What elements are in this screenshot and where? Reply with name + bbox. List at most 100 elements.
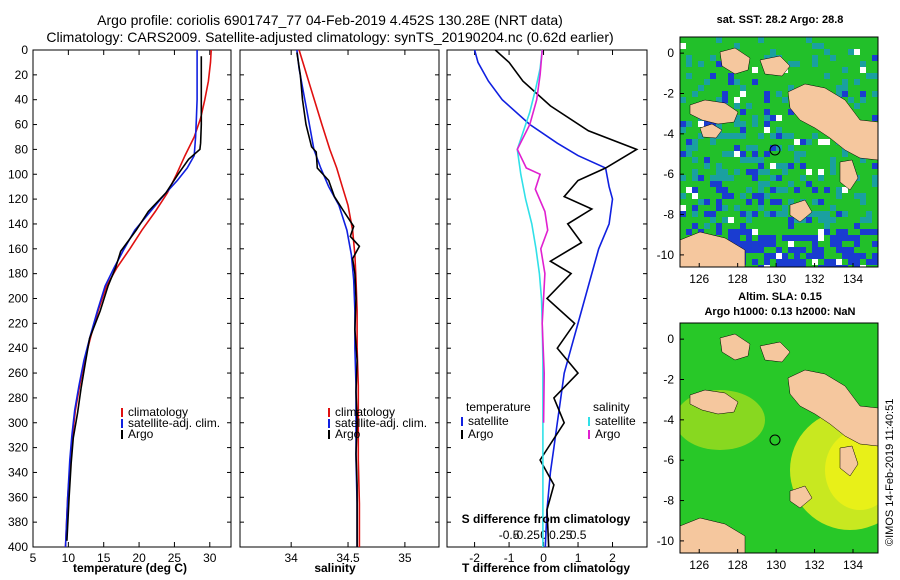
sst-pixel xyxy=(872,73,878,79)
sla-land-north-islands xyxy=(719,333,791,363)
sst-pixel xyxy=(716,133,722,139)
sst-pixel xyxy=(692,91,698,97)
x-tick-label: -2 xyxy=(469,551,480,565)
depth-tick-label: 380 xyxy=(8,515,28,529)
sla-land-australia xyxy=(680,517,746,553)
sst-pixel xyxy=(722,217,728,223)
depth-tick-label: 360 xyxy=(8,490,28,504)
sst-pixel xyxy=(866,217,872,223)
salinity-series-argo xyxy=(296,52,361,547)
sst-pixel xyxy=(722,193,728,199)
sst-pixel xyxy=(842,211,848,217)
sst-pixel xyxy=(734,145,740,151)
x-tick-label: 10 xyxy=(62,551,76,565)
sst-pixel xyxy=(782,187,788,193)
sst-pixel xyxy=(806,169,812,175)
sst-pixel xyxy=(680,151,686,157)
sst-land-buru xyxy=(699,123,723,139)
sst-pixel xyxy=(812,241,818,247)
depth-tick-label: 60 xyxy=(15,118,29,132)
sst-pixel xyxy=(680,193,686,199)
sst-pixel xyxy=(782,133,788,139)
sst-pixel xyxy=(818,199,824,205)
sst-pixel xyxy=(704,211,710,217)
sst-pixel xyxy=(782,205,788,211)
sst-pixel xyxy=(680,205,686,211)
sst-pixel xyxy=(812,253,818,259)
sst-pixel xyxy=(872,91,878,97)
sst-pixel xyxy=(788,145,794,151)
sst-pixel xyxy=(722,151,728,157)
depth-tick-label: 0 xyxy=(21,43,28,57)
sst-pixel xyxy=(842,265,848,267)
sst-pixel xyxy=(848,253,854,259)
sst-pixel xyxy=(770,133,776,139)
sst-pixel xyxy=(758,133,764,139)
sst-pixel xyxy=(854,79,860,85)
sst-pixel xyxy=(788,217,794,223)
depth-tick-label: 320 xyxy=(8,441,28,455)
sst-pixel xyxy=(734,43,740,49)
sst-pixel xyxy=(872,229,878,235)
sst-pixel xyxy=(686,229,692,235)
sst-lat-label: -4 xyxy=(663,127,674,141)
sst-pixel xyxy=(782,259,788,265)
sst-pixel xyxy=(758,157,764,163)
sst-map-title: sat. SST: 28.2 Argo: 28.8 xyxy=(716,14,844,26)
sst-pixel xyxy=(770,145,776,151)
s-difference-axis-label: S difference from climatology xyxy=(462,512,631,526)
sst-pixel xyxy=(764,235,770,241)
sst-pixel xyxy=(764,211,770,217)
x-tick-label: 0 xyxy=(540,551,547,565)
sst-pixel xyxy=(860,67,866,73)
sst-pixel xyxy=(752,193,758,199)
sst-pixel xyxy=(794,253,800,259)
sst-pixel xyxy=(788,109,794,115)
sst-pixel xyxy=(800,265,806,267)
sst-pixel xyxy=(788,61,794,67)
sst-pixel xyxy=(812,43,818,49)
sst-pixel xyxy=(818,43,824,49)
legend-label-argo: Argo xyxy=(335,427,361,441)
sst-pixel xyxy=(860,217,866,223)
sst-pixel xyxy=(776,253,782,259)
sst-pixel xyxy=(842,79,848,85)
sst-pixel xyxy=(716,175,722,181)
sst-pixel xyxy=(698,199,704,205)
sst-pixel xyxy=(872,163,878,169)
sst-lon-label: 126 xyxy=(689,272,709,286)
sst-pixel xyxy=(758,247,764,253)
temperature-series-climatology xyxy=(64,49,212,548)
sst-land-seram xyxy=(689,99,739,125)
sst-pixel xyxy=(698,133,704,139)
sst-pixel xyxy=(836,247,842,253)
sla-lon-label: 132 xyxy=(805,558,825,572)
argo-location-marker xyxy=(769,434,781,446)
sst-pixel xyxy=(716,181,722,187)
sst-pixel xyxy=(764,259,770,265)
sst-pixel xyxy=(704,163,710,169)
sst-pixel xyxy=(710,175,716,181)
sst-pixel xyxy=(680,43,686,49)
sst-pixel xyxy=(800,235,806,241)
temperature-series-satellite-adj-clim- xyxy=(64,50,198,548)
sst-pixel xyxy=(818,229,824,235)
sst-pixel xyxy=(788,223,794,229)
sst-pixel xyxy=(752,121,758,127)
sst-pixel xyxy=(794,157,800,163)
sst-pixel xyxy=(758,37,764,43)
sst-pixel xyxy=(734,235,740,241)
sst-pixel xyxy=(716,229,722,235)
sst-pixel xyxy=(692,193,698,199)
sst-pixel xyxy=(728,151,734,157)
sst-pixel xyxy=(788,181,794,187)
sst-pixel xyxy=(872,259,878,265)
depth-tick-label: 40 xyxy=(15,93,29,107)
sst-pixel xyxy=(758,205,764,211)
temperature-axis-label: temperature (deg C) xyxy=(73,561,187,575)
sst-lat-label: -2 xyxy=(663,86,674,100)
sst-pixel xyxy=(740,211,746,217)
sst-pixel xyxy=(692,145,698,151)
depth-tick-label: 300 xyxy=(8,416,28,430)
